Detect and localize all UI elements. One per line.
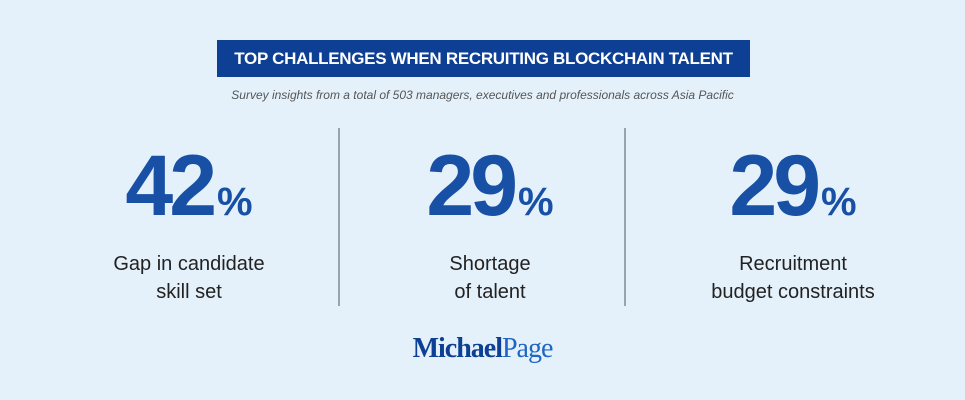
stat-label: Gap in candidate skill set <box>39 250 339 306</box>
stat: 42% Gap in candidate skill set <box>39 138 339 306</box>
stat-label-line: Recruitment <box>739 253 847 275</box>
divider <box>624 128 626 306</box>
stat-unit: % <box>821 180 857 224</box>
stat-unit: % <box>518 180 554 224</box>
stat-value: 42 <box>125 138 217 234</box>
stat: 29% Recruitment budget constraints <box>643 138 943 306</box>
logo-second: Page <box>501 333 553 364</box>
stat-unit: % <box>217 180 253 224</box>
stat: 29% Shortage of talent <box>340 138 640 306</box>
logo-first: Michael <box>412 333 503 364</box>
stat-value: 29 <box>426 138 518 234</box>
stat-label: Shortage of talent <box>340 250 640 306</box>
stat-number: 29% <box>643 138 943 250</box>
stat-label-line: skill set <box>156 281 222 303</box>
subtitle: Survey insights from a total of 503 mana… <box>231 88 734 102</box>
stat-number: 42% <box>39 138 339 250</box>
stat-label: Recruitment budget constraints <box>643 250 943 306</box>
stat-label-line: Gap in candidate <box>113 253 265 275</box>
stat-label-line: of talent <box>454 281 526 303</box>
divider <box>338 128 340 306</box>
stat-label-line: Shortage <box>449 253 531 275</box>
stat-label-line: budget constraints <box>711 281 875 303</box>
stat-value: 29 <box>729 138 821 234</box>
title: TOP CHALLENGES WHEN RECRUITING BLOCKCHAI… <box>217 40 750 77</box>
stat-number: 29% <box>340 138 640 250</box>
logo: MichaelPage <box>0 333 965 365</box>
